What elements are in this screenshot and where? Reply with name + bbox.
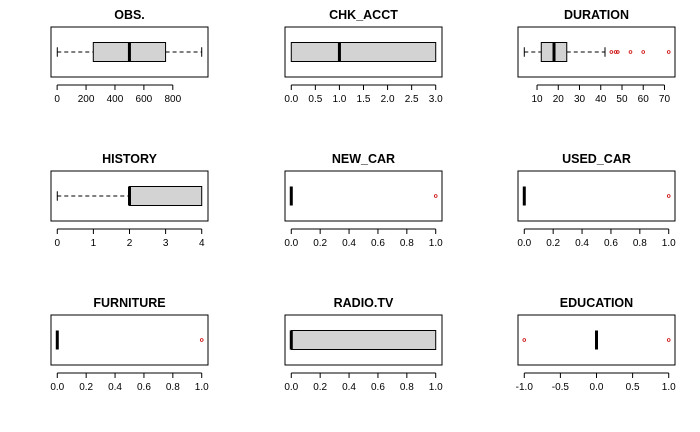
x-tick-label: 0 (54, 238, 60, 249)
plot-frame (517, 314, 676, 366)
x-tick-label: 1.0 (332, 94, 346, 105)
boxplot-panel: NEW_CAR 0.0 0.2 0.4 0.6 0.8 1.0 (284, 152, 443, 249)
iqr-box (290, 330, 437, 350)
x-tick-label: 30 (574, 94, 586, 105)
x-tick-label: 0.2 (79, 382, 93, 393)
x-tick-label: -0.5 (552, 382, 570, 393)
panel-title: HISTORY (102, 152, 158, 166)
x-tick-label: 0.2 (313, 238, 327, 249)
panel-title: DURATION (564, 8, 629, 22)
outlier-point (666, 194, 671, 198)
panel-title: USED_CAR (562, 152, 631, 166)
boxplot-panel: RADIO.TV 0.0 0.2 0.4 0.6 0.8 1.0 (284, 296, 443, 393)
plot-frame (50, 314, 209, 366)
x-tick-label: 0.6 (371, 238, 385, 249)
outlier-point (666, 50, 671, 54)
x-tick-label: 0.2 (313, 382, 327, 393)
x-tick-label: 2.5 (405, 94, 419, 105)
x-tick-label: 0.4 (342, 382, 356, 393)
plot-frame (284, 314, 443, 366)
plot-frame (284, 26, 443, 78)
x-tick-label: 0.8 (633, 238, 647, 249)
x-tick-label: 3 (163, 238, 169, 249)
boxplot-panel: FURNITURE 0.0 0.2 0.4 0.6 0.8 1.0 (50, 296, 209, 393)
outlier-point (522, 338, 527, 342)
x-tick-label: 3.0 (429, 94, 443, 105)
x-tick-label: 0.5 (308, 94, 322, 105)
x-tick-label: 0.5 (626, 382, 640, 393)
iqr-box (129, 186, 203, 206)
x-tick-label: 0.8 (400, 382, 414, 393)
x-tick-label: 10 (531, 94, 543, 105)
outlier-point (666, 338, 671, 342)
panel-title: RADIO.TV (334, 296, 394, 310)
boxplot-panel: EDUCATION -1.0 -0.5 0.0 0.5 1.0 (516, 296, 676, 393)
outlier-point (433, 194, 438, 198)
panel-title: EDUCATION (560, 296, 633, 310)
x-tick-label: 0.0 (284, 238, 298, 249)
x-tick-label: 2 (127, 238, 133, 249)
x-tick-label: 0.4 (108, 382, 122, 393)
plot-frame (517, 170, 676, 222)
plot-frame (50, 170, 209, 222)
boxplot-panel: DURATION 10 20 30 40 50 60 70 (517, 8, 676, 105)
outlier-point (641, 50, 646, 54)
panel-title: NEW_CAR (332, 152, 395, 166)
x-tick-label: 40 (595, 94, 607, 105)
boxplot-panel: OBS. 0 200 400 600 800 (50, 8, 209, 105)
x-tick-label: 0.8 (166, 382, 180, 393)
x-tick-label: 0.0 (590, 382, 604, 393)
plot-frame (517, 26, 676, 78)
x-tick-label: 0.6 (371, 382, 385, 393)
x-tick-label: 1.5 (357, 94, 371, 105)
panel-title: FURNITURE (93, 296, 165, 310)
plot-frame (284, 170, 443, 222)
outlier-point (628, 50, 633, 54)
x-tick-label: 2.0 (381, 94, 395, 105)
boxplot-panel: CHK_ACCT 0.0 0.5 1.0 1.5 2.0 2.5 3.0 (284, 8, 443, 105)
x-tick-label: 0.4 (575, 238, 589, 249)
x-tick-label: 1.0 (195, 382, 209, 393)
outlier-point (199, 338, 204, 342)
x-tick-label: 1.0 (429, 382, 443, 393)
x-tick-label: 0.4 (342, 238, 356, 249)
x-tick-label: 0 (54, 94, 60, 105)
x-tick-label: 50 (616, 94, 628, 105)
x-tick-label: 0.0 (284, 382, 298, 393)
panel-title: CHK_ACCT (329, 8, 398, 22)
x-tick-label: 0.6 (137, 382, 151, 393)
outlier-point (609, 50, 614, 54)
x-tick-label: 0.0 (284, 94, 298, 105)
x-tick-label: 1.0 (662, 238, 676, 249)
plot-frame (50, 26, 209, 78)
x-tick-label: 60 (638, 94, 650, 105)
x-tick-label: 0.0 (50, 382, 64, 393)
x-tick-label: 1 (91, 238, 97, 249)
outlier-point (613, 50, 618, 54)
x-tick-label: 4 (199, 238, 205, 249)
x-tick-label: 1.0 (662, 382, 676, 393)
panel-title: OBS. (114, 8, 145, 22)
boxplot-panel: USED_CAR 0.0 0.2 0.4 0.6 0.8 1.0 (517, 152, 676, 249)
x-tick-label: 600 (136, 94, 153, 105)
x-tick-label: 0.6 (604, 238, 618, 249)
x-tick-label: 20 (553, 94, 565, 105)
x-tick-label: 200 (78, 94, 95, 105)
x-tick-label: 800 (164, 94, 181, 105)
x-tick-label: 400 (107, 94, 124, 105)
x-tick-label: 0.8 (400, 238, 414, 249)
iqr-box (290, 42, 437, 62)
x-tick-label: 0.0 (517, 238, 531, 249)
x-tick-label: -1.0 (516, 382, 534, 393)
outlier-point (615, 50, 620, 54)
boxplot-panel: HISTORY 0 1 2 3 4 (50, 152, 209, 249)
x-tick-label: 0.2 (546, 238, 560, 249)
x-tick-label: 1.0 (429, 238, 443, 249)
x-tick-label: 70 (659, 94, 671, 105)
